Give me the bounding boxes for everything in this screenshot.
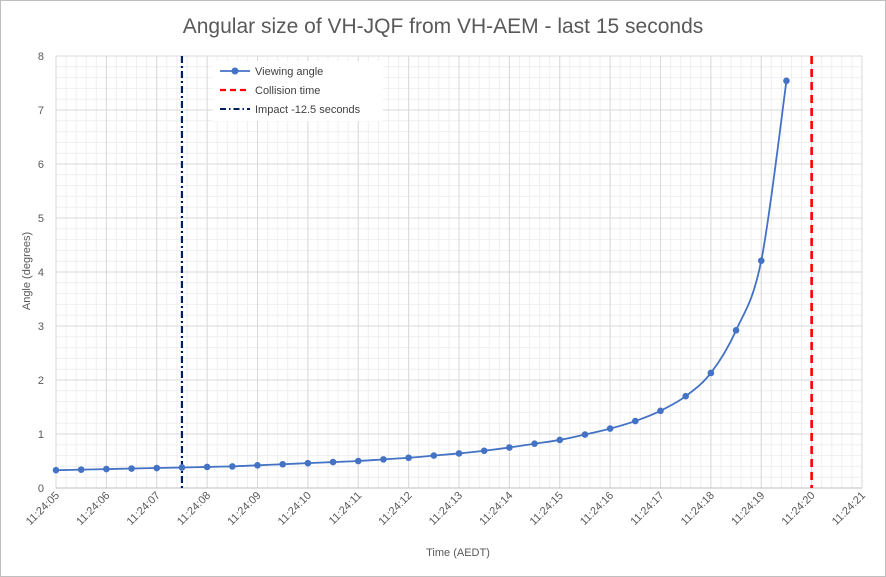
y-tick-label: 0 — [38, 483, 44, 495]
viewing-angle-line — [55, 80, 788, 472]
x-tick-label: 11:24:18 — [679, 490, 717, 528]
data-point — [229, 463, 236, 470]
data-point — [732, 327, 740, 334]
data-point — [128, 465, 135, 472]
x-axis-label: Time (AEDT) — [426, 547, 490, 559]
data-point — [531, 440, 538, 448]
data-point — [455, 450, 463, 457]
x-tick-label: 11:24:16 — [578, 490, 616, 528]
data-point — [380, 456, 387, 463]
x-tick-label: 11:24:15 — [528, 490, 566, 528]
y-tick-label: 6 — [38, 159, 44, 171]
legend-viewing-angle-label: Viewing angle — [255, 66, 323, 78]
data-point — [682, 392, 689, 400]
data-point — [279, 460, 286, 468]
x-tick-label: 11:24:08 — [175, 490, 213, 528]
data-point — [632, 417, 639, 425]
data-point — [657, 407, 664, 415]
vertical-markers — [180, 56, 813, 488]
data-point — [556, 436, 564, 444]
x-tick-label: 11:24:12 — [377, 490, 415, 528]
data-point — [304, 459, 312, 467]
data-point — [581, 431, 589, 438]
y-tick-label: 5 — [38, 213, 44, 225]
x-tick-label: 11:24:17 — [628, 490, 666, 528]
data-point — [329, 458, 337, 466]
data-point — [178, 464, 186, 471]
x-tick-label: 11:24:10 — [276, 490, 314, 528]
data-point — [354, 457, 362, 465]
y-tick-label: 7 — [38, 105, 44, 117]
y-tick-label: 2 — [38, 375, 44, 387]
data-point — [480, 447, 488, 455]
data-point — [77, 466, 85, 473]
data-point — [430, 452, 438, 459]
x-tick-label: 11:24:06 — [74, 490, 112, 528]
major-grid — [55, 55, 863, 489]
x-tick-label: 11:24:19 — [729, 490, 767, 528]
viewing-angle-points — [52, 77, 790, 474]
legend-collision-label: Collision time — [255, 85, 320, 97]
y-tick-label: 4 — [38, 267, 44, 279]
y-axis-label: Angle (degrees) — [21, 232, 33, 310]
legend-viewing-angle-marker — [231, 67, 239, 75]
data-point — [606, 425, 614, 432]
x-tick-label: 11:24:20 — [780, 490, 818, 528]
data-point — [783, 77, 790, 85]
data-point — [707, 369, 715, 377]
legend-impact-label: Impact -12.5 seconds — [255, 104, 361, 116]
y-tick-label: 3 — [38, 321, 44, 333]
x-tick-label: 11:24:07 — [125, 490, 163, 528]
data-point — [203, 463, 211, 471]
y-tick-label: 1 — [38, 429, 44, 441]
y-tick-label: 8 — [38, 51, 44, 63]
chart-title: Angular size of VH-JQF from VH-AEM - las… — [183, 15, 704, 38]
data-point — [405, 454, 412, 462]
data-point — [757, 257, 765, 264]
data-point — [103, 465, 110, 473]
data-point — [52, 466, 60, 474]
data-point — [254, 462, 261, 469]
legend: Viewing angle Collision time Impact -12.… — [213, 61, 383, 121]
data-point — [506, 444, 513, 451]
data-point — [153, 464, 161, 472]
x-tick-label: 11:24:14 — [477, 490, 515, 528]
y-axis-ticks: 0 1 2 3 4 5 6 7 8 — [38, 51, 44, 495]
x-tick-label: 11:24:05 — [24, 490, 62, 528]
x-tick-label: 11:24:21 — [830, 490, 868, 528]
x-tick-label: 11:24:13 — [427, 490, 465, 528]
x-axis-ticks: 11:24:05 11:24:06 11:24:07 11:24:08 11:24:09… — [24, 490, 868, 528]
x-tick-label: 11:24:09 — [225, 490, 263, 528]
x-tick-label: 11:24:11 — [327, 490, 365, 528]
